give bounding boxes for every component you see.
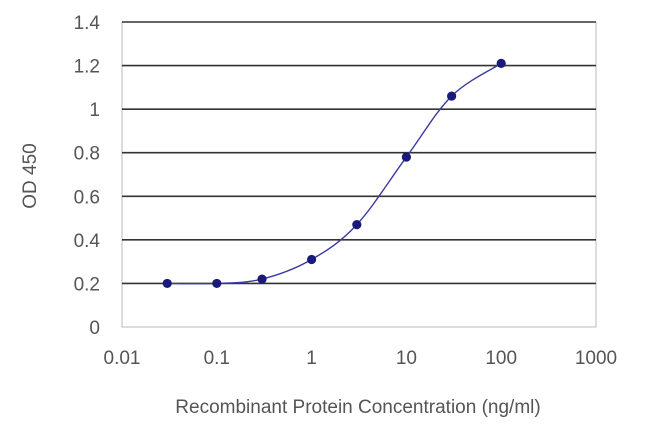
- gridlines: [122, 21, 596, 285]
- data-series: [162, 58, 506, 289]
- x-tick-label: 10: [396, 348, 417, 369]
- x-tick-label: 1000: [575, 348, 617, 369]
- x-axis-ticks: 0.01 0.1 1 10 100 1000: [104, 348, 618, 369]
- y-tick-label: 1.2: [74, 57, 100, 78]
- data-point: [212, 278, 222, 289]
- data-point: [257, 274, 267, 284]
- y-tick-label: 0.6: [74, 187, 100, 208]
- data-point: [162, 278, 172, 289]
- y-axis-title: OD 450: [20, 143, 41, 208]
- y-tick-label: 0.2: [74, 274, 100, 295]
- series-line: [167, 62, 502, 285]
- x-axis-title: Recombinant Protein Concentration (ng/ml…: [175, 397, 540, 418]
- y-tick-label: 0: [89, 318, 100, 339]
- x-tick-label: 1: [306, 348, 317, 369]
- plot-border: [121, 21, 597, 328]
- data-point: [447, 91, 457, 101]
- data-point: [496, 58, 506, 68]
- y-tick-label: 1: [89, 100, 100, 121]
- x-tick-label: 0.01: [104, 348, 141, 369]
- y-tick-label: 0.4: [74, 231, 101, 252]
- x-tick-label: 0.1: [204, 348, 230, 369]
- data-point: [307, 254, 317, 265]
- data-point: [401, 152, 411, 162]
- y-tick-label: 0.8: [74, 144, 100, 165]
- x-tick-label: 100: [485, 348, 517, 369]
- data-point: [352, 220, 362, 230]
- y-axis-ticks: 0 0.2 0.4 0.6 0.8 1 1.2 1.4: [74, 13, 101, 339]
- plot-area: [121, 21, 597, 328]
- y-tick-label: 1.4: [74, 13, 101, 34]
